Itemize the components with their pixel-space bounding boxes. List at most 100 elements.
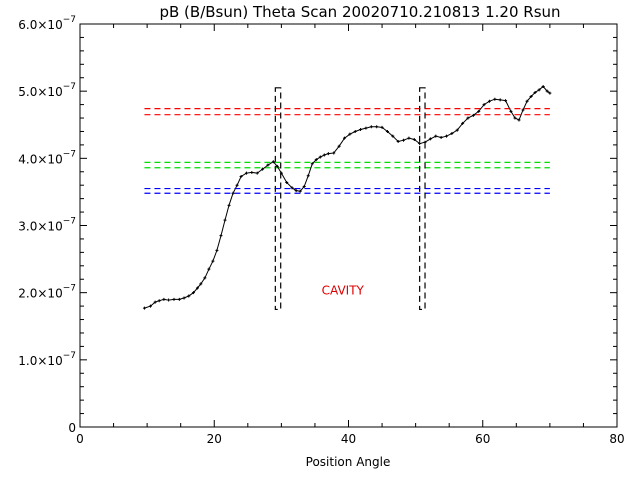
data-point — [364, 126, 368, 130]
data-point — [445, 134, 449, 138]
data-point — [509, 109, 513, 113]
data-point — [337, 144, 341, 148]
data-point — [266, 163, 270, 167]
data-point — [548, 91, 552, 95]
data-point — [412, 138, 416, 142]
data-point — [157, 299, 161, 303]
data-point — [477, 109, 481, 113]
data-point — [167, 298, 171, 302]
y-tick-label: 2.0×10−7 — [18, 284, 76, 301]
data-point — [466, 116, 470, 120]
data-point — [423, 140, 427, 144]
data-point — [153, 300, 157, 304]
cavity-annotation: CAVITY — [322, 284, 365, 298]
data-point — [271, 160, 275, 164]
data-point — [533, 91, 537, 95]
data-point — [537, 88, 541, 92]
data-point — [199, 282, 203, 286]
data-point — [529, 95, 533, 99]
data-point — [369, 125, 373, 129]
data-point — [294, 189, 298, 193]
data-point — [285, 181, 289, 185]
data-point — [482, 103, 486, 107]
x-tick-label: 20 — [207, 432, 222, 446]
data-point — [261, 167, 265, 171]
data-point — [322, 153, 326, 157]
data-point — [239, 174, 243, 178]
data-point — [314, 158, 318, 162]
data-point — [227, 203, 231, 207]
data-point — [455, 128, 459, 132]
cavity-box — [274, 87, 282, 311]
data-point — [407, 136, 411, 140]
data-point — [290, 186, 294, 190]
cavity-box — [419, 87, 426, 311]
data-point — [498, 98, 502, 102]
data-point — [375, 125, 379, 129]
y-tick-label: 5.0×10−7 — [18, 82, 76, 99]
data-point — [418, 142, 422, 146]
data-point — [195, 286, 199, 290]
plot-frame — [79, 23, 618, 428]
data-point — [332, 151, 336, 155]
data-point — [215, 248, 219, 252]
data-point — [471, 113, 475, 117]
data-point — [525, 99, 529, 103]
data-point — [250, 170, 254, 174]
data-point — [348, 132, 352, 136]
x-tick-label: 60 — [475, 432, 490, 446]
data-point — [461, 121, 465, 125]
data-point — [182, 296, 186, 300]
data-point — [396, 140, 400, 144]
data-point — [385, 129, 389, 133]
data-point — [235, 183, 239, 187]
data-point — [342, 136, 346, 140]
data-point — [318, 155, 322, 159]
y-tick-label: 1.0×10−7 — [18, 351, 76, 368]
data-point — [162, 297, 166, 301]
data-point — [255, 171, 259, 175]
chart-title: pB (B/Bsun) Theta Scan 20020710.210813 1… — [159, 3, 560, 21]
data-point — [493, 97, 497, 101]
data-point — [434, 134, 438, 138]
y-tick-label: 4.0×10−7 — [18, 149, 76, 166]
data-point — [142, 306, 146, 310]
data-point — [545, 89, 549, 93]
data-point — [391, 134, 395, 138]
data-point — [172, 297, 176, 301]
data-point — [244, 171, 248, 175]
axes: 0 20 40 60 80 0 1.0×10−7 2.0×10−7 3.0×10−7 4.0×10… — [18, 15, 624, 446]
data-point — [450, 131, 454, 135]
data-point — [428, 137, 432, 141]
data-point — [359, 127, 363, 131]
data-point — [223, 218, 227, 222]
data-point — [231, 191, 235, 195]
data-point — [275, 164, 279, 168]
x-tick-label: 80 — [609, 432, 624, 446]
data-point — [380, 125, 384, 129]
series-line — [144, 85, 551, 309]
data-point — [513, 116, 517, 120]
data-point — [504, 99, 508, 103]
data-point — [326, 152, 330, 156]
data-series — [142, 84, 552, 310]
data-point — [191, 291, 195, 295]
data-point — [279, 171, 283, 175]
data-point — [177, 297, 181, 301]
data-point — [439, 136, 443, 140]
y-tick-label: 3.0×10−7 — [18, 217, 76, 234]
x-tick-label: 0 — [76, 432, 84, 446]
x-axis-label: Position Angle — [306, 455, 391, 469]
y-tick-label: 6.0×10−7 — [18, 15, 76, 32]
data-point — [187, 294, 191, 298]
data-point — [521, 108, 525, 112]
data-point — [310, 162, 314, 166]
data-point — [203, 276, 207, 280]
data-point — [298, 189, 302, 193]
cavity-boundaries — [274, 87, 426, 311]
data-point — [353, 129, 357, 133]
reference-lines — [144, 108, 550, 194]
data-point — [148, 304, 152, 308]
data-point — [211, 259, 215, 263]
